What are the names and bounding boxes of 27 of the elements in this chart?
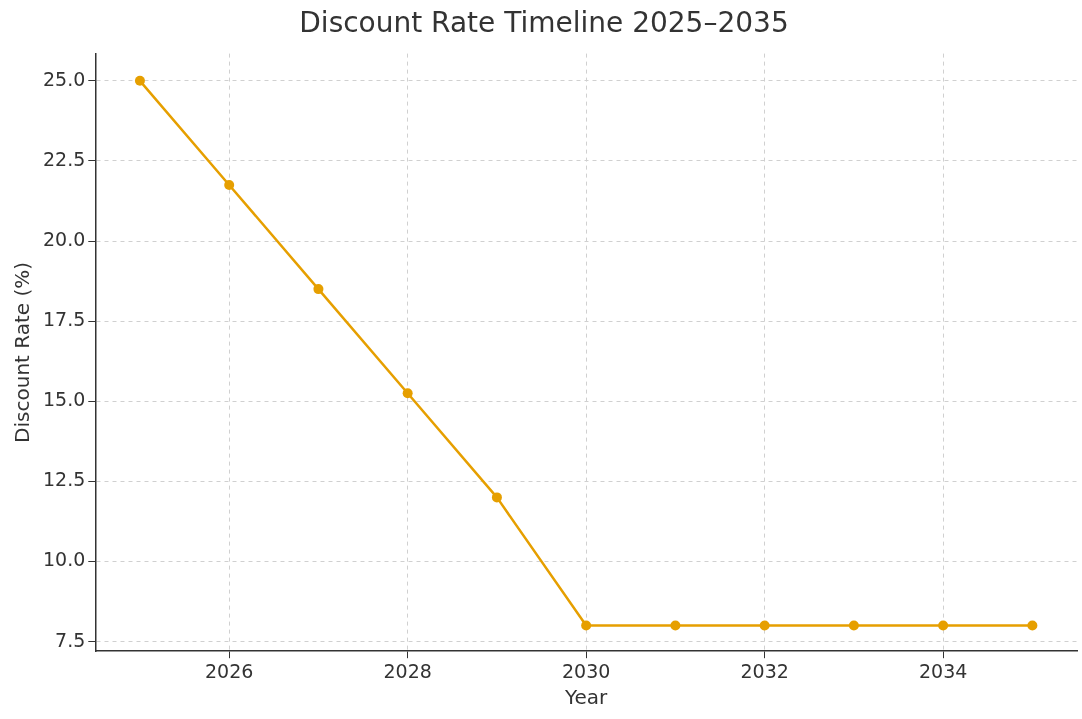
point: [1027, 620, 1038, 631]
y-tick-label: 25.0: [42, 67, 86, 90]
point: [938, 620, 949, 631]
y-tick-label: 17.5: [42, 308, 86, 331]
y-tick-label: 15.0: [42, 388, 86, 411]
point: [224, 179, 235, 190]
x-tick-label: 2032: [740, 659, 789, 682]
y-tick-label: 12.5: [42, 468, 86, 491]
point: [313, 284, 324, 295]
x-tick-label: 2034: [918, 659, 968, 682]
point: [848, 620, 859, 631]
point: [402, 388, 413, 399]
point: [581, 620, 592, 631]
x-tick-label: 2026: [204, 659, 254, 682]
y-tick-label: 20.0: [42, 227, 86, 250]
y-tick-label: 22.5: [42, 147, 86, 170]
point: [670, 620, 681, 631]
x-tick-label: 2030: [561, 659, 611, 682]
y-axis-title: Discount Rate (%): [10, 261, 35, 443]
x-axis-title: Year: [563, 685, 609, 710]
y-tick-label: 7.5: [55, 628, 86, 651]
x-tick-label: 2028: [383, 659, 432, 682]
chart-title: Discount Rate Timeline 2025–2035: [299, 6, 789, 40]
point: [134, 75, 145, 86]
point: [491, 492, 502, 503]
y-tick-label: 10.0: [42, 548, 86, 571]
point: [759, 620, 770, 631]
